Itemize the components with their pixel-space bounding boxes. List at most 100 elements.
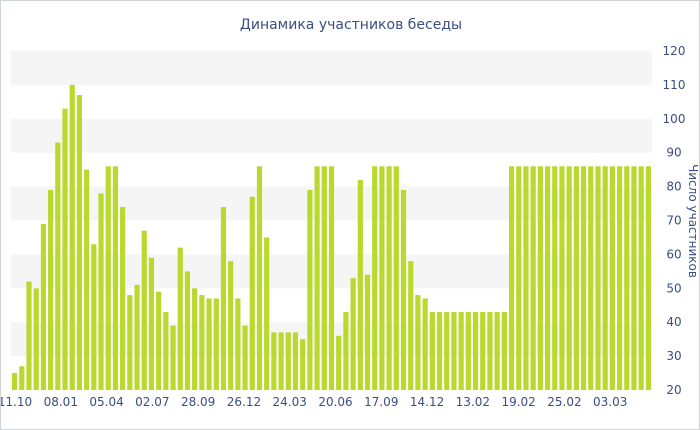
bar xyxy=(487,312,493,390)
bar xyxy=(177,247,183,390)
bar xyxy=(559,166,565,390)
y-tick-label: 70 xyxy=(666,214,681,228)
bar xyxy=(40,223,47,390)
chart-title: Динамика участников беседы xyxy=(240,17,462,33)
bar xyxy=(285,332,291,390)
bar xyxy=(256,166,263,390)
y-tick-label: 80 xyxy=(666,180,681,194)
bar xyxy=(163,312,169,390)
bar xyxy=(199,295,205,390)
y-axis-ticks: 20 30 40 50 60 70 80 90 100 110 120 xyxy=(663,44,686,397)
bar xyxy=(429,312,435,390)
grid-band xyxy=(11,51,652,85)
bar xyxy=(544,166,551,390)
y-tick-label: 90 xyxy=(666,146,681,160)
bar xyxy=(357,179,363,390)
bar xyxy=(494,312,500,390)
bar xyxy=(48,189,54,390)
y-tick-label: 30 xyxy=(666,349,681,363)
bar xyxy=(69,84,75,391)
bars xyxy=(12,84,651,391)
bar xyxy=(98,193,104,390)
bar xyxy=(624,166,630,390)
y-tick-label: 20 xyxy=(666,383,681,397)
bar xyxy=(148,257,155,390)
bar xyxy=(580,166,587,390)
bar xyxy=(343,312,349,390)
bar xyxy=(451,312,457,390)
bar xyxy=(84,169,90,390)
y-tick-label: 120 xyxy=(663,44,686,58)
bar xyxy=(26,281,32,390)
bar xyxy=(480,312,486,390)
bar xyxy=(472,312,479,390)
bar xyxy=(516,166,522,390)
bar xyxy=(508,166,515,390)
bar xyxy=(336,335,342,390)
bar xyxy=(638,166,644,390)
bar xyxy=(300,339,306,390)
x-tick-label: 13.02 xyxy=(456,395,490,409)
bar xyxy=(465,312,471,390)
bar xyxy=(249,196,255,390)
bar xyxy=(19,366,25,390)
bar xyxy=(328,166,335,390)
bar xyxy=(372,166,378,390)
x-tick-label: 11.10 xyxy=(1,395,32,409)
x-tick-label: 03.03 xyxy=(593,395,627,409)
bar xyxy=(120,206,126,390)
bar xyxy=(422,298,428,390)
bar xyxy=(55,142,61,390)
grid-band xyxy=(11,118,652,153)
bar xyxy=(220,206,227,390)
bar xyxy=(192,288,198,390)
bar xyxy=(566,166,572,390)
bar xyxy=(156,291,162,390)
bar xyxy=(184,271,191,390)
bar xyxy=(386,166,392,390)
x-tick-label: 25.02 xyxy=(547,395,581,409)
bar xyxy=(12,373,18,390)
bar xyxy=(458,312,464,390)
bar xyxy=(242,325,248,390)
bar xyxy=(105,166,111,390)
bar xyxy=(33,288,39,390)
bar xyxy=(415,295,421,390)
y-tick-label: 100 xyxy=(663,112,686,126)
bar xyxy=(537,166,543,390)
bar xyxy=(127,295,133,390)
bar xyxy=(609,166,615,390)
bar xyxy=(631,166,637,390)
bar xyxy=(616,166,623,390)
bar xyxy=(350,278,356,390)
x-tick-label: 28.09 xyxy=(181,395,215,409)
y-tick-label: 110 xyxy=(663,78,686,92)
bar xyxy=(228,261,234,390)
bar xyxy=(170,325,176,390)
bar xyxy=(588,166,594,390)
bar xyxy=(292,332,299,390)
bar xyxy=(523,166,529,390)
bar xyxy=(112,166,119,390)
bar xyxy=(76,95,83,390)
x-tick-label: 08.01 xyxy=(44,395,78,409)
bar xyxy=(278,332,284,390)
y-tick-label: 40 xyxy=(666,315,681,329)
bar xyxy=(552,166,558,390)
bar xyxy=(91,244,97,390)
bar xyxy=(213,298,219,390)
bar xyxy=(501,312,507,390)
y-axis-label: Число участников xyxy=(686,164,699,278)
x-tick-label: 19.02 xyxy=(501,395,535,409)
x-tick-label: 14.12 xyxy=(410,395,444,409)
bar xyxy=(62,108,68,390)
bar xyxy=(436,312,443,390)
bar xyxy=(408,261,414,390)
x-tick-label: 26.12 xyxy=(227,395,261,409)
bar xyxy=(393,166,399,390)
bar xyxy=(314,166,320,390)
x-axis-ticks: 11.10 08.01 05.04 02.07 28.09 26.12 24.03 20.06… xyxy=(1,395,627,409)
x-tick-label: 05.04 xyxy=(89,395,123,409)
x-tick-label: 20.06 xyxy=(318,395,352,409)
